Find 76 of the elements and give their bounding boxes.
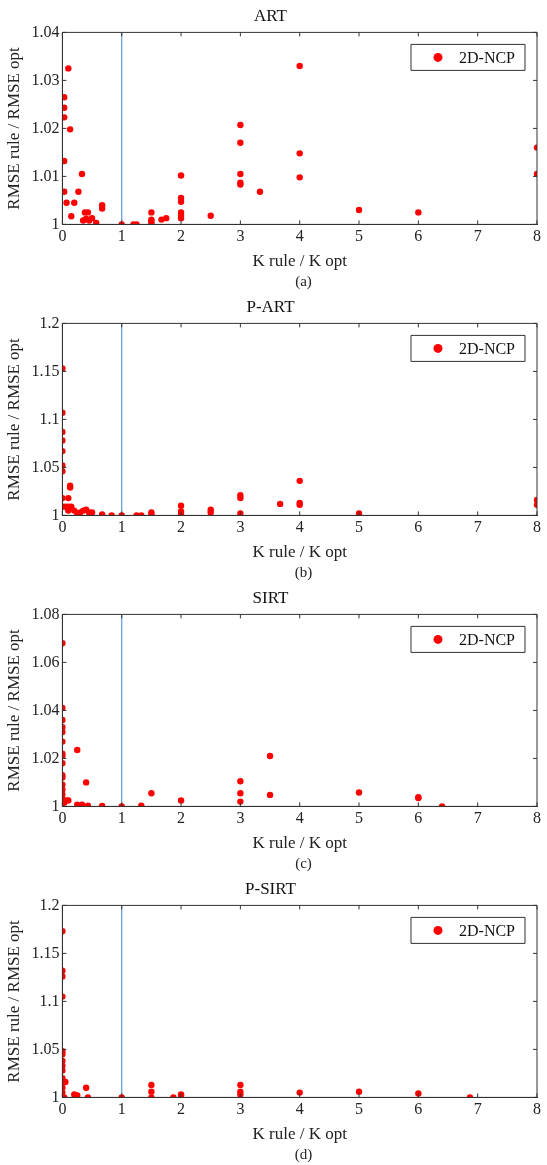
x-tick-label: 1: [117, 809, 126, 827]
y-tick-label: 1: [51, 1087, 60, 1105]
legend-label: 2D-NCP: [458, 630, 516, 648]
y-axis-title: RMSE rule / RMSE opt: [3, 628, 23, 792]
y-tick-label: 1.06: [31, 652, 60, 670]
x-tick-label: 1: [117, 227, 126, 245]
x-tick-label: 2: [177, 1100, 186, 1118]
y-tick-label: 1.2: [39, 895, 60, 913]
x-tick-label: 7: [473, 227, 482, 245]
chart-title: ART: [254, 5, 288, 25]
y-tick-label: 1.02: [31, 748, 60, 766]
x-tick-label: 8: [533, 1100, 541, 1118]
x-tick-label: 8: [533, 227, 541, 245]
x-tick-label: 4: [295, 227, 304, 245]
x-tick-label: 0: [58, 518, 67, 536]
y-tick-label: 1.05: [31, 1039, 60, 1057]
x-tick-label: 5: [355, 227, 364, 245]
x-tick-label: 6: [414, 1100, 423, 1118]
y-tick-label: 1: [51, 505, 60, 523]
text: (a): [294, 272, 313, 290]
y-tick-label: 1.1: [39, 991, 60, 1009]
y-tick-label: 1.08: [31, 604, 60, 622]
y-tick-label: 1.15: [31, 361, 60, 379]
x-axis-title: K rule / K opt: [252, 833, 348, 853]
x-tick-label: 3: [236, 518, 245, 536]
x-tick-label: 3: [236, 227, 245, 245]
y-tick-label: 1.01: [31, 166, 60, 184]
x-tick-label: 4: [295, 1100, 304, 1118]
text: (d): [293, 1145, 314, 1163]
x-tick-label: 7: [473, 809, 482, 827]
y-tick-label: 1.1: [39, 409, 60, 427]
x-tick-label: 0: [58, 809, 67, 827]
y-axis-title: RMSE rule / RMSE opt: [3, 919, 23, 1083]
x-tick-label: 3: [236, 809, 245, 827]
x-tick-label: 5: [355, 518, 364, 536]
y-axis-title: RMSE rule / RMSE opt: [3, 46, 23, 210]
x-tick-label: 1: [117, 518, 126, 536]
x-tick-label: 1: [117, 1100, 126, 1118]
legend-label: 2D-NCP: [458, 339, 516, 357]
chart-title: SIRT: [252, 587, 290, 607]
y-tick-label: 1: [51, 796, 60, 814]
y-tick-label: 1.03: [31, 70, 60, 88]
x-tick-label: 8: [533, 809, 541, 827]
x-tick-label: 2: [177, 518, 186, 536]
x-tick-label: 0: [58, 1100, 67, 1118]
x-tick-label: 8: [533, 518, 541, 536]
text: (c): [294, 854, 313, 872]
chart-title: P-SIRT: [245, 878, 297, 898]
x-tick-label: 0: [58, 227, 67, 245]
x-tick-label: 7: [473, 1100, 482, 1118]
x-tick-label: 6: [414, 809, 423, 827]
legend-label: 2D-NCP: [458, 921, 516, 939]
x-tick-label: 2: [177, 809, 186, 827]
x-tick-label: 6: [414, 518, 423, 536]
y-tick-label: 1.02: [31, 118, 60, 136]
y-tick-label: 1.2: [39, 313, 60, 331]
x-tick-label: 4: [295, 518, 304, 536]
text: (b): [293, 563, 314, 581]
x-axis-title: K rule / K opt: [252, 542, 348, 562]
x-tick-label: 4: [295, 809, 304, 827]
y-tick-label: 1.04: [31, 700, 60, 718]
y-tick-label: 1: [51, 214, 60, 232]
chart-title: P-ART: [246, 296, 296, 316]
y-tick-label: 1.05: [31, 457, 60, 475]
x-axis-title: K rule / K opt: [252, 251, 348, 271]
y-tick-label: 1.15: [31, 943, 60, 961]
y-tick-label: 1.04: [31, 22, 60, 40]
x-tick-label: 3: [236, 1100, 245, 1118]
y-axis-title: RMSE rule / RMSE opt: [3, 337, 23, 501]
legend-label: 2D-NCP: [458, 48, 516, 66]
x-tick-label: 6: [414, 227, 423, 245]
x-axis-title: K rule / K opt: [252, 1124, 348, 1144]
x-tick-label: 5: [355, 1100, 364, 1118]
x-tick-label: 2: [177, 227, 186, 245]
x-tick-label: 7: [473, 518, 482, 536]
x-tick-label: 5: [355, 809, 364, 827]
